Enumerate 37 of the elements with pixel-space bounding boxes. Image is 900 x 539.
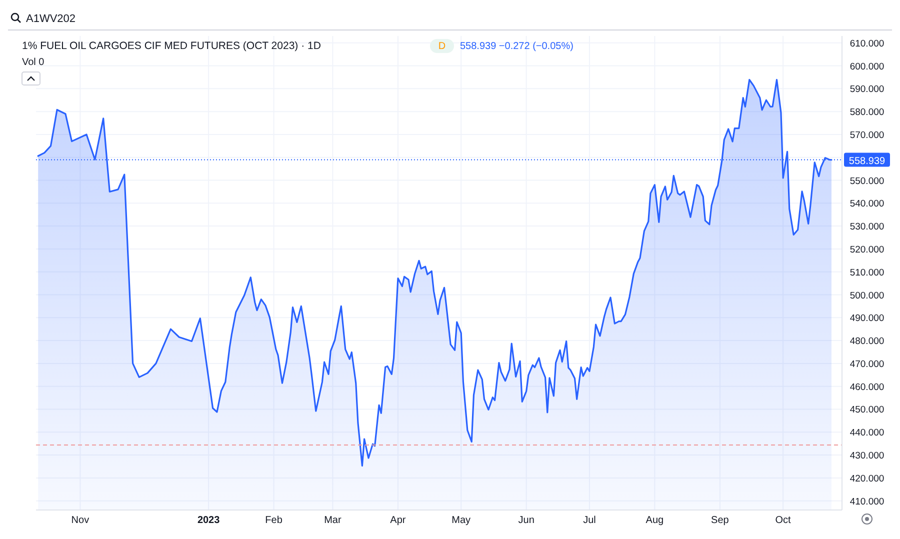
y-tick-label: 530.000: [850, 222, 884, 233]
annotation: Vol 0: [22, 57, 45, 68]
y-tick-label: 510.000: [850, 267, 884, 278]
y-tick-label: 470.000: [850, 358, 884, 370]
y-tick-label: 410.000: [850, 496, 884, 508]
x-tick-label: Aug: [646, 515, 664, 526]
y-tick-label: 460.000: [850, 382, 884, 393]
annotation: 558.939 −0.272 (−0.05%): [460, 41, 574, 52]
annotation: D: [438, 41, 446, 52]
y-tick-label: 440.000: [850, 428, 884, 439]
x-tick-label: 2023: [197, 515, 220, 526]
x-tick-label: Oct: [775, 515, 792, 526]
y-tick-label: 430.000: [850, 450, 884, 462]
x-tick-label: Sep: [711, 515, 730, 526]
y-tick-label: 420.000: [850, 473, 884, 484]
x-tick-label: Feb: [265, 515, 283, 526]
chart-title: 1% FUEL OIL CARGOES CIF MED FUTURES (OCT 2023) · 1D: [22, 40, 322, 52]
y-tick-label: 600.000: [850, 61, 884, 72]
y-tick-label: 450.000: [850, 404, 884, 416]
ref-line-label: 558.939: [848, 156, 886, 167]
y-tick-label: 500.000: [850, 290, 884, 302]
x-tick-label: Apr: [390, 515, 406, 526]
x-tick-label: Jul: [583, 515, 596, 526]
y-tick-label: 610.000: [850, 38, 884, 50]
x-tick-label: May: [452, 515, 471, 526]
y-tick-label: 480.000: [850, 336, 884, 348]
x-tick-label: Jun: [518, 515, 534, 526]
x-tick-label: Nov: [71, 515, 90, 526]
y-tick-label: 490.000: [850, 313, 884, 324]
y-tick-label: 590.000: [850, 84, 884, 96]
y-tick-label: 520.000: [850, 244, 884, 256]
text: A1WV202: [26, 13, 76, 25]
y-tick-label: 570.000: [850, 130, 884, 141]
y-tick-label: 550.000: [850, 176, 884, 187]
y-tick-label: 580.000: [850, 107, 884, 118]
x-tick-label: Mar: [324, 515, 342, 526]
y-tick-label: 540.000: [850, 198, 884, 210]
